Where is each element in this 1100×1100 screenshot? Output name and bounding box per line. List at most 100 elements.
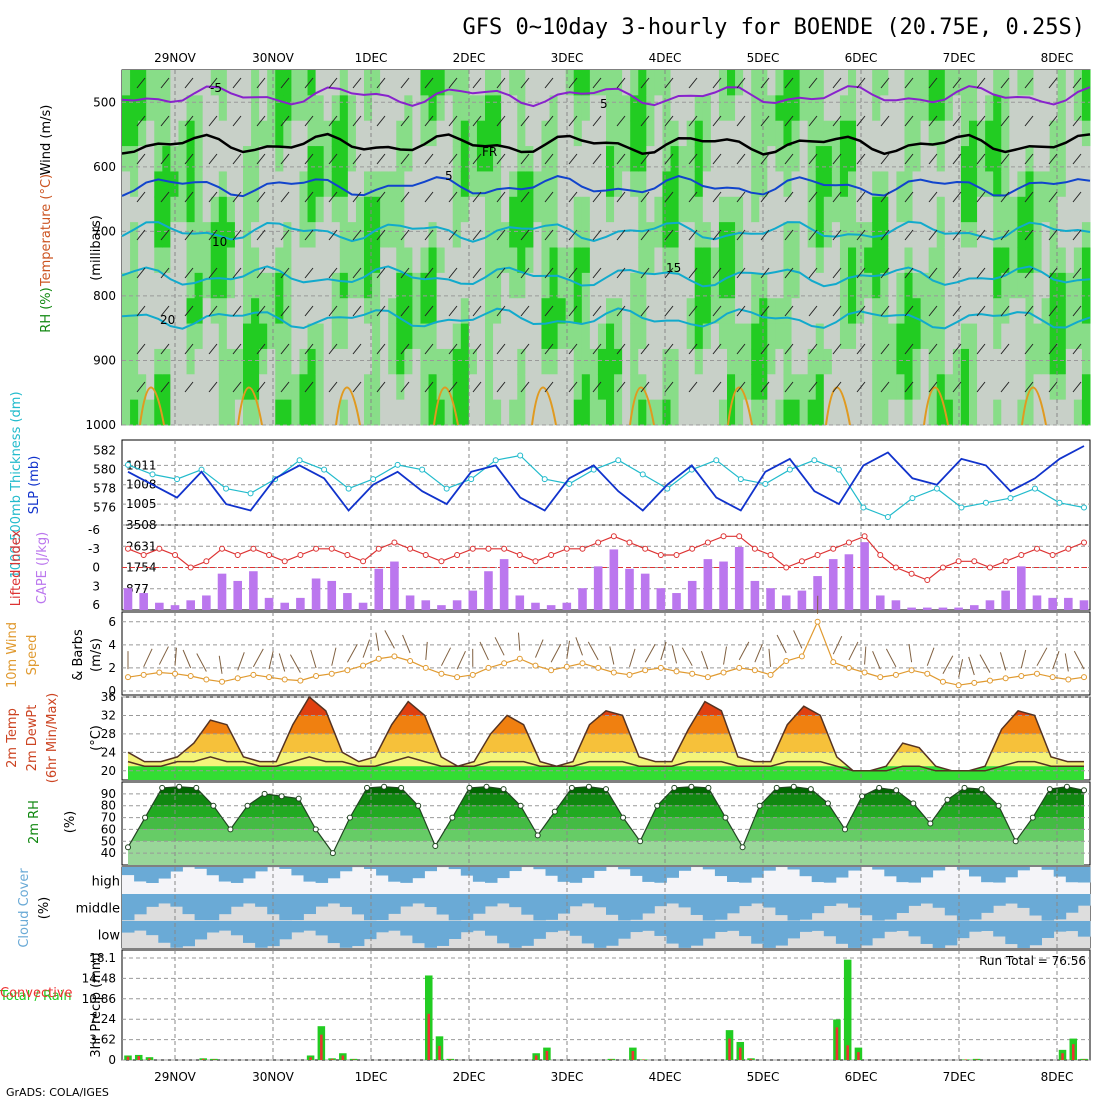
thickness-point [737,476,744,483]
rh-cell [581,348,591,375]
rh-cell [1001,399,1010,426]
rh-cell [396,298,405,325]
cloud-cell [714,867,728,877]
wind-barb [1024,191,1034,203]
wind-barb [256,153,266,165]
rh-cell [226,171,236,198]
rh-cell [194,95,204,122]
cloud-cell [303,921,316,931]
rh-point [227,826,234,833]
rh-cell [960,247,970,274]
rh-point [705,784,712,791]
rh-cell [146,348,155,375]
rh-cell [896,272,905,299]
rh-cell [597,120,607,147]
li-point [391,539,398,546]
wind-axis-label: Wind (m/s) [39,105,54,176]
li-point [892,564,899,571]
rh-cell [960,272,970,299]
rh-cell [404,298,413,325]
li-point [469,545,476,552]
rh-cell [960,399,970,426]
rh-point [722,814,729,821]
rh-cell [396,146,405,172]
rh-cell [331,146,341,172]
wind-speed-point [219,678,226,685]
rh-cell [904,272,914,299]
rh-cell [476,272,486,299]
cloud-cell [666,867,679,878]
rh-cell [243,348,252,375]
rh-cell [1041,120,1051,147]
li-point [438,558,445,565]
rh-cell [549,120,559,147]
rh-cell [888,247,897,274]
wind-barb [472,191,482,203]
upper-air-panel: 5006007008009001000-55FR5101520(millibar… [39,69,1091,432]
wind-barb [232,153,242,165]
rh-point [620,814,627,821]
rh-cell [993,95,1002,122]
li-point [642,545,649,552]
rh-cell [1065,95,1075,122]
rh-cell [1073,298,1083,325]
rh-cell [589,146,599,172]
rh-cell [428,272,438,299]
rh-cell [509,95,518,122]
wind-barb [400,153,410,165]
rh-cell [743,222,752,248]
cape-bar [562,602,572,610]
surface-wind-barb [402,634,411,654]
wind-barb [280,267,290,279]
rh-cell [678,196,688,223]
rh-cell [735,95,744,122]
rh-cell [912,272,922,299]
bottom-date-label: 8DEC [1041,1070,1074,1084]
rh-cell [928,247,938,274]
wind-barb [256,267,266,279]
rh-cell [735,348,744,375]
rh-cell [614,272,623,299]
li-point [814,552,821,558]
rh-cell [581,298,591,325]
li-point [485,545,492,552]
wind-barb [736,191,746,203]
rh-cell [993,298,1002,325]
wind-barb [136,191,146,203]
wind-barb [880,115,890,127]
wind-barb [688,191,698,203]
rh-cell [1049,146,1059,172]
rh-cell [347,70,357,96]
rh-cell [509,399,518,426]
rh-cell [226,272,236,299]
rh-cell [355,171,365,198]
rh-cell [307,298,317,325]
rh-cell [162,272,171,299]
rh-cell [404,95,413,122]
wind-barb [400,77,410,89]
cloud-cell [1005,921,1018,945]
precip-convective-bar [857,1052,860,1060]
temp-tick: 36 [101,690,116,704]
rh-tick: 70 [101,811,116,825]
rh-cell [702,95,712,122]
wind-barb [904,305,914,317]
wind-barb [1000,153,1010,165]
rh-cell [662,222,672,248]
wind10m-panel-frame [121,611,1091,696]
cloud-cell [702,894,716,921]
rh-cell [993,146,1002,172]
rh-cell [1073,171,1083,198]
rh-cell [202,196,212,223]
rh-cell [597,348,607,375]
rh-cell [428,374,438,401]
rh-cell [509,146,518,172]
rh-cell [533,374,542,401]
rh-cell [1009,323,1018,350]
cape-bar [186,600,195,610]
wind-speed-point [736,664,743,671]
rh-cell [549,70,559,96]
cloud-cell [533,921,546,939]
rh-cell [743,70,752,96]
rh-cell [460,298,470,325]
